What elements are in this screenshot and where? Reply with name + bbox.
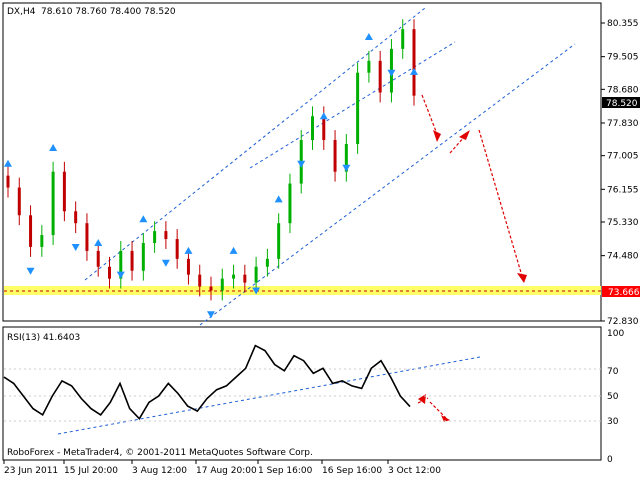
candle-body [164,231,168,240]
candle-body [17,187,21,216]
fractal-marker [71,243,80,251]
fractal-marker [410,67,418,75]
rsi-tick-label: 70 [607,367,619,377]
candle-body [175,239,179,259]
time-tick-label: 3 Aug 12:00 [132,466,187,476]
candle-body [6,175,10,188]
fractal-marker [319,112,328,120]
candle-body [311,116,314,141]
fractal-marker [364,33,373,41]
candle-body [141,242,145,271]
fractal-marker [252,287,261,295]
candle-body [401,29,405,49]
candle-body [74,211,78,224]
candle-body [367,60,371,73]
current-price-badge [602,97,640,108]
rsi-line [3,344,411,420]
price-tick-label: 77.005 [607,152,639,162]
price-tick-label: 80.355 [607,19,639,29]
support-price-label: 73.666 [608,288,640,298]
time-tick-label: 3 Oct 12:00 [388,466,441,476]
candle-body [243,274,247,283]
symbol-label: DX,H4 [7,7,36,17]
fractal-marker [274,195,283,203]
fractal-marker [94,238,103,246]
rsi-label: RSI(13) 41.6403 [7,333,80,343]
candle-body [96,250,100,267]
support-band [4,286,601,295]
time-tick-label: 15 Jul 20:00 [64,466,118,476]
price-tick-label: 76.155 [607,185,639,195]
fractal-marker [139,215,148,223]
fractal-marker [4,159,12,167]
candle-body [333,140,337,172]
candle-body [344,143,348,172]
price-tick-label: 74.480 [607,252,639,262]
price-tick-label: 77.830 [607,119,639,129]
candle-body [186,258,190,275]
candle-body [232,274,236,279]
fractal-marker [229,246,238,254]
time-tick-label: 16 Sep 16:00 [322,466,382,476]
fractal-marker [207,311,215,319]
candle-body [356,72,360,144]
candle-body [412,29,416,96]
price-tick-label: 78.680 [607,85,639,95]
time-tick-label: 1 Sep 16:00 [258,466,313,476]
ohlc-label: 78.610 78.760 78.400 78.520 [41,7,176,17]
rsi-tick-label: 30 [607,417,619,427]
candles [6,19,416,301]
candle-body [378,60,382,93]
rsi-tick-label: 100 [607,329,624,339]
fractal-marker [49,143,58,151]
support-price-badge [602,286,640,297]
candle-body [85,223,89,251]
current-price-label: 78.520 [606,99,638,109]
rsi-tick-label: 50 [607,392,619,402]
candle-body [29,215,33,247]
price-tick-label: 75.330 [607,218,639,228]
time-tick-label: 23 Jun 2011 [4,466,58,476]
candle-body [265,258,269,267]
candle-body [51,171,55,236]
fractal-marker [184,246,193,254]
channel-lines [84,7,576,326]
price-tick-label: 79.505 [607,53,639,63]
fractal-marker [342,164,351,172]
fractal-marker [161,259,170,267]
fractal-marker [297,160,306,168]
fractal-marker [26,267,35,275]
candle-body [322,116,326,141]
candle-body [130,250,134,271]
candle-body [40,235,44,247]
rsi-axis: 100 70 50 30 0 [607,329,624,465]
candle-body [119,250,123,279]
rsi-tick-label: 0 [607,455,613,465]
candle-body [277,223,281,259]
candle-body [153,231,157,243]
fractal-marker [387,69,396,77]
candle-body [220,278,224,291]
candle-body [254,266,258,283]
time-tick-label: 17 Aug 20:00 [196,466,257,476]
price-axis: 80.355 79.505 78.680 77.830 77.005 76.155 75.3… [601,19,639,327]
fractals [4,33,418,319]
candle-body [108,266,111,279]
candle-body [288,183,292,224]
candle-body [62,171,66,212]
copyright-label: RoboForex - MetaTrader4, © 2001-2011 Met… [7,448,313,458]
price-tick-label: 72.830 [607,317,639,327]
rsi-frame [2,326,602,461]
candle-body [198,274,202,287]
candle-body [209,286,213,291]
fractal-marker [116,271,125,279]
time-axis: 23 Jun 2011 15 Jul 20:00 3 Aug 12:00 17 Aug… [3,460,441,476]
